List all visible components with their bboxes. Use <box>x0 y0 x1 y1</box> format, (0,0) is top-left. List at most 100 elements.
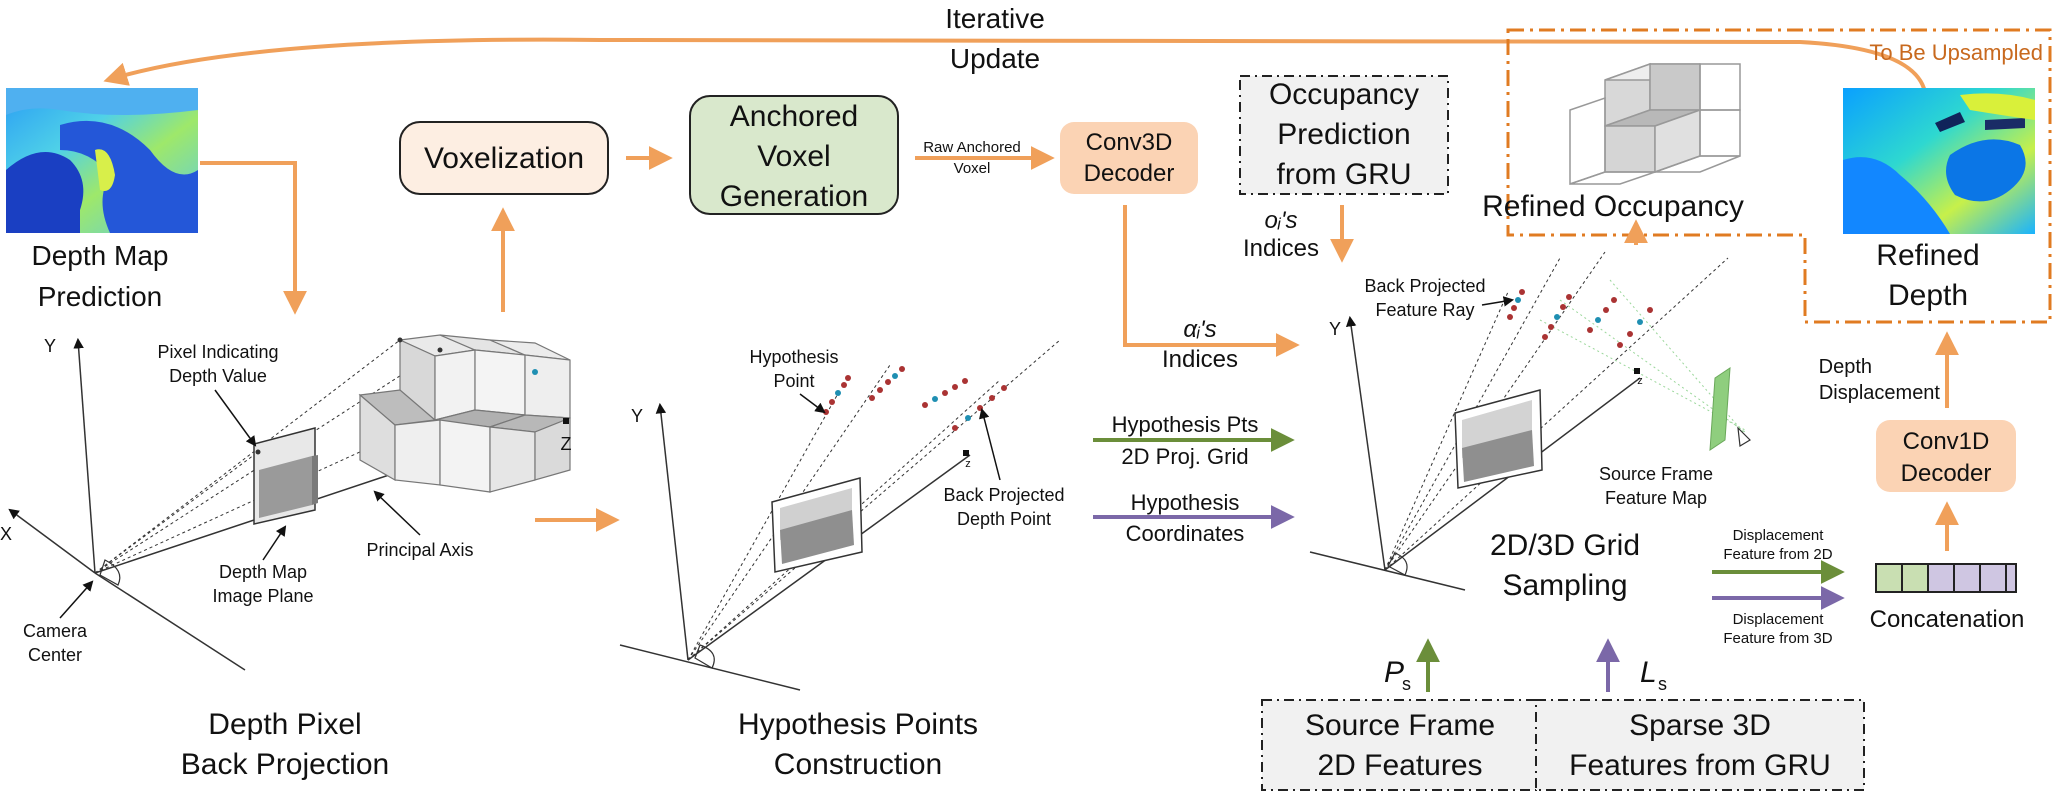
hyp-axis-z-label: z <box>965 458 971 470</box>
camera-center-label-2: Center <box>28 645 82 665</box>
anchored-label-1: Anchored <box>730 100 858 133</box>
conv1d-decoder-box <box>1876 420 2016 492</box>
image-plane-pointer <box>262 525 287 561</box>
bp-depth-point-label-2: Depth Point <box>957 509 1051 529</box>
grid-sampling-scene <box>1309 251 1751 591</box>
conv3d-decoder-box <box>1060 122 1198 194</box>
bp-feature-ray-pointer <box>1481 296 1515 307</box>
sparse-3d-label-1: Sparse 3D <box>1629 709 1771 742</box>
hyp-construction-title-1: Hypothesis Points <box>738 708 978 741</box>
occ-pred-label-1: Occupancy <box>1269 78 1419 111</box>
anchored-label-2: Voxel <box>757 140 830 173</box>
raw-anchored-label-1: Raw Anchored <box>923 139 1021 156</box>
depth-map-to-backproj-arrow <box>200 161 307 315</box>
oi-indices-label-1: oᵢ's <box>1265 207 1298 234</box>
hyp-point-label-2: Point <box>773 371 814 391</box>
camera-center-label-1: Camera <box>23 621 88 641</box>
principal-axis-label: Principal Axis <box>366 540 473 560</box>
hyp-construction-title-2: Construction <box>774 748 942 781</box>
refined-depth-label-1: Refined <box>1876 239 1979 272</box>
axis-x-label: X <box>0 524 12 544</box>
source-2d-label-1: Source Frame <box>1305 709 1495 742</box>
grid-sampling-title-2: Sampling <box>1502 569 1627 602</box>
refined-depth-label-2: Depth <box>1888 279 1968 312</box>
depth-displacement-label-1: Depth <box>1819 356 1872 378</box>
sparse-3d-features-box <box>1535 699 1865 791</box>
voxelization-label: Voxelization <box>424 142 584 175</box>
source-2d-label-2: 2D Features <box>1317 749 1482 782</box>
hyp-point-pointer <box>799 393 826 414</box>
pixel-indicating-label-2: Depth Value <box>169 366 267 386</box>
image-plane-label-2: Image Plane <box>212 586 313 606</box>
ls-subscript: s <box>1658 674 1667 694</box>
pixel-indicating-label-1: Pixel Indicating <box>157 342 278 362</box>
depth-pixel-bp-title-2: Back Projection <box>181 748 389 781</box>
alpha-indices-label-1: αᵢ's <box>1183 316 1216 343</box>
axis-y-label: Y <box>44 336 56 356</box>
raw-anchored-label-2: Voxel <box>954 160 991 177</box>
alpha-indices-label-2: Indices <box>1162 346 1238 373</box>
grid-sampling-title-1: 2D/3D Grid <box>1490 529 1640 562</box>
hyp-pts-label-1: Hypothesis Pts <box>1112 412 1259 437</box>
source-feature-map-label-1: Source Frame <box>1599 464 1713 484</box>
concat-feature-vector <box>1875 563 2017 593</box>
conv3d-to-sampling-arrow <box>1123 205 1300 357</box>
concatenation-label: Concatenation <box>1870 606 2025 633</box>
image-plane-label-1: Depth Map <box>219 562 307 582</box>
sparse-3d-label-2: Features from GRU <box>1569 749 1831 782</box>
ls-symbol: L <box>1640 656 1657 689</box>
bp-feature-ray-label-1: Back Projected <box>1364 276 1485 296</box>
hyp-z-marker <box>963 450 969 456</box>
refined-occupancy-label: Refined Occupancy <box>1482 190 1744 223</box>
disp-2d-label-2: Feature from 2D <box>1723 546 1832 563</box>
source-2d-features-box <box>1261 699 1539 791</box>
conv3d-label-1: Conv3D <box>1086 129 1173 156</box>
hyp-coords-label-1: Hypothesis <box>1131 490 1240 515</box>
source-feature-map-label-2: Feature Map <box>1605 488 1707 508</box>
occ-pred-label-2: Prediction <box>1277 118 1410 151</box>
grid-axis-y-label: Y <box>1329 319 1341 339</box>
occ-pred-label-3: from GRU <box>1277 158 1412 191</box>
to-be-upsampled-region <box>1506 28 2052 324</box>
grid-axis-z-label: z <box>1637 375 1643 387</box>
refined-depth-heatmap-icon <box>1843 88 2035 234</box>
axis-z-label: Z <box>561 434 572 454</box>
bp-depth-point-pointer <box>979 407 1001 481</box>
anchored-voxel-box <box>689 95 899 215</box>
pixel-indicating-pointer <box>214 389 257 447</box>
iterative-update-arrow <box>103 37 1927 93</box>
hypothesis-scene <box>619 339 1061 691</box>
to-be-upsampled-label: To Be Upsampled <box>1869 40 2043 65</box>
hyp-pts-label-2: 2D Proj. Grid <box>1121 444 1248 469</box>
conv1d-label-2: Decoder <box>1901 460 1992 487</box>
voxel-cube-stack-icon <box>1569 62 1741 186</box>
grid-z-marker <box>1634 368 1640 374</box>
depth-displacement-label-2: Displacement <box>1819 382 1941 404</box>
conv1d-label-1: Conv1D <box>1903 428 1990 455</box>
depth-map-prediction-title: Depth Map <box>32 240 169 271</box>
disp-3d-label-1: Displacement <box>1733 611 1825 628</box>
voxel-box-stack-icon <box>255 334 571 493</box>
depth-map-prediction-title-2: Prediction <box>38 281 163 312</box>
ps-symbol: P <box>1384 656 1404 689</box>
ps-subscript: s <box>1402 674 1411 694</box>
bp-depth-point-label-1: Back Projected <box>943 485 1064 505</box>
occupancy-prediction-box <box>1239 75 1449 195</box>
iterative-label: Iterative <box>945 3 1045 34</box>
z-axis-marker <box>563 418 569 424</box>
depth-map-heatmap-icon <box>6 88 198 233</box>
disp-3d-label-2: Feature from 3D <box>1723 630 1832 647</box>
hyp-point-label-1: Hypothesis <box>749 347 838 367</box>
hyp-axis-y-label: Y <box>631 406 643 426</box>
oi-indices-label-2: Indices <box>1243 235 1319 262</box>
hyp-coords-label-2: Coordinates <box>1126 521 1245 546</box>
voxelization-box <box>399 121 609 195</box>
bp-feature-ray-label-2: Feature Ray <box>1375 300 1474 320</box>
update-label: Update <box>950 43 1040 74</box>
principal-axis-pointer <box>373 490 421 536</box>
depth-pixel-bp-title-1: Depth Pixel <box>208 708 361 741</box>
anchored-label-3: Generation <box>720 180 868 213</box>
disp-2d-label-1: Displacement <box>1733 527 1825 544</box>
feature-ray-points <box>1507 289 1653 348</box>
